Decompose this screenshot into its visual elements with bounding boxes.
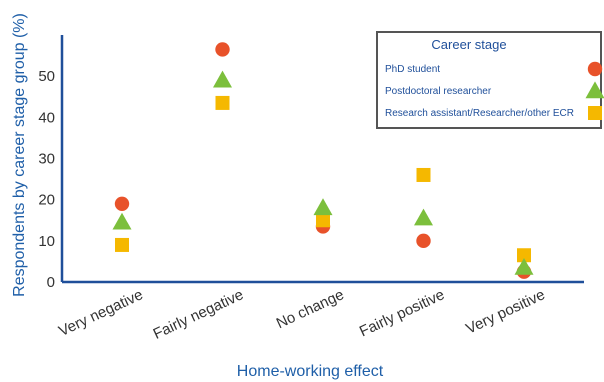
legend-label: Research assistant/Researcher/other ECR xyxy=(385,108,574,119)
legend-box xyxy=(376,31,602,129)
x-category-label: Very positive xyxy=(463,286,547,337)
circle-point xyxy=(215,42,230,57)
y-axis-ticks: 0 10 20 30 40 50 xyxy=(38,68,55,291)
square-point xyxy=(115,237,129,252)
square-point xyxy=(517,248,531,263)
x-category-label: Very negative xyxy=(56,286,146,340)
legend-label: Postdoctoral researcher xyxy=(385,86,492,97)
legend-title: Career stage xyxy=(431,37,506,52)
triangle-point xyxy=(414,208,433,226)
y-tick-label: 20 xyxy=(38,192,55,209)
circle-point xyxy=(416,233,431,249)
y-tick-label: 0 xyxy=(47,274,55,291)
triangle-point xyxy=(213,70,232,88)
x-axis-category-labels: Very negative Fairly negative No change Fai… xyxy=(56,286,548,343)
y-tick-label: 40 xyxy=(38,109,55,126)
legend-label: PhD student xyxy=(385,64,440,75)
square-point xyxy=(215,95,230,110)
x-category-label: No change xyxy=(274,286,347,332)
triangle-point xyxy=(112,212,132,230)
y-tick-label: 50 xyxy=(38,68,55,85)
x-axis-title: Home-working effect xyxy=(237,363,384,380)
y-axis-title: Respondents by career stage group (%) xyxy=(11,13,28,297)
square-point xyxy=(416,167,431,182)
triangle-point xyxy=(514,257,534,275)
x-category-label: Fairly positive xyxy=(357,286,447,340)
y-tick-label: 30 xyxy=(38,151,55,168)
legend-items: PhD student Postdoctoral researcher Resear… xyxy=(385,61,604,120)
legend-circle-icon xyxy=(587,61,603,77)
legend-triangle-icon xyxy=(585,81,604,99)
x-category-label: Fairly negative xyxy=(151,286,247,343)
legend-square-icon xyxy=(588,106,602,120)
triangle-point xyxy=(313,198,333,216)
data-points xyxy=(112,42,534,279)
square-point xyxy=(316,213,330,228)
y-tick-label: 10 xyxy=(38,233,55,250)
circle-point xyxy=(114,196,130,211)
legend: Career stage PhD student Postdoctoral res… xyxy=(376,31,604,129)
